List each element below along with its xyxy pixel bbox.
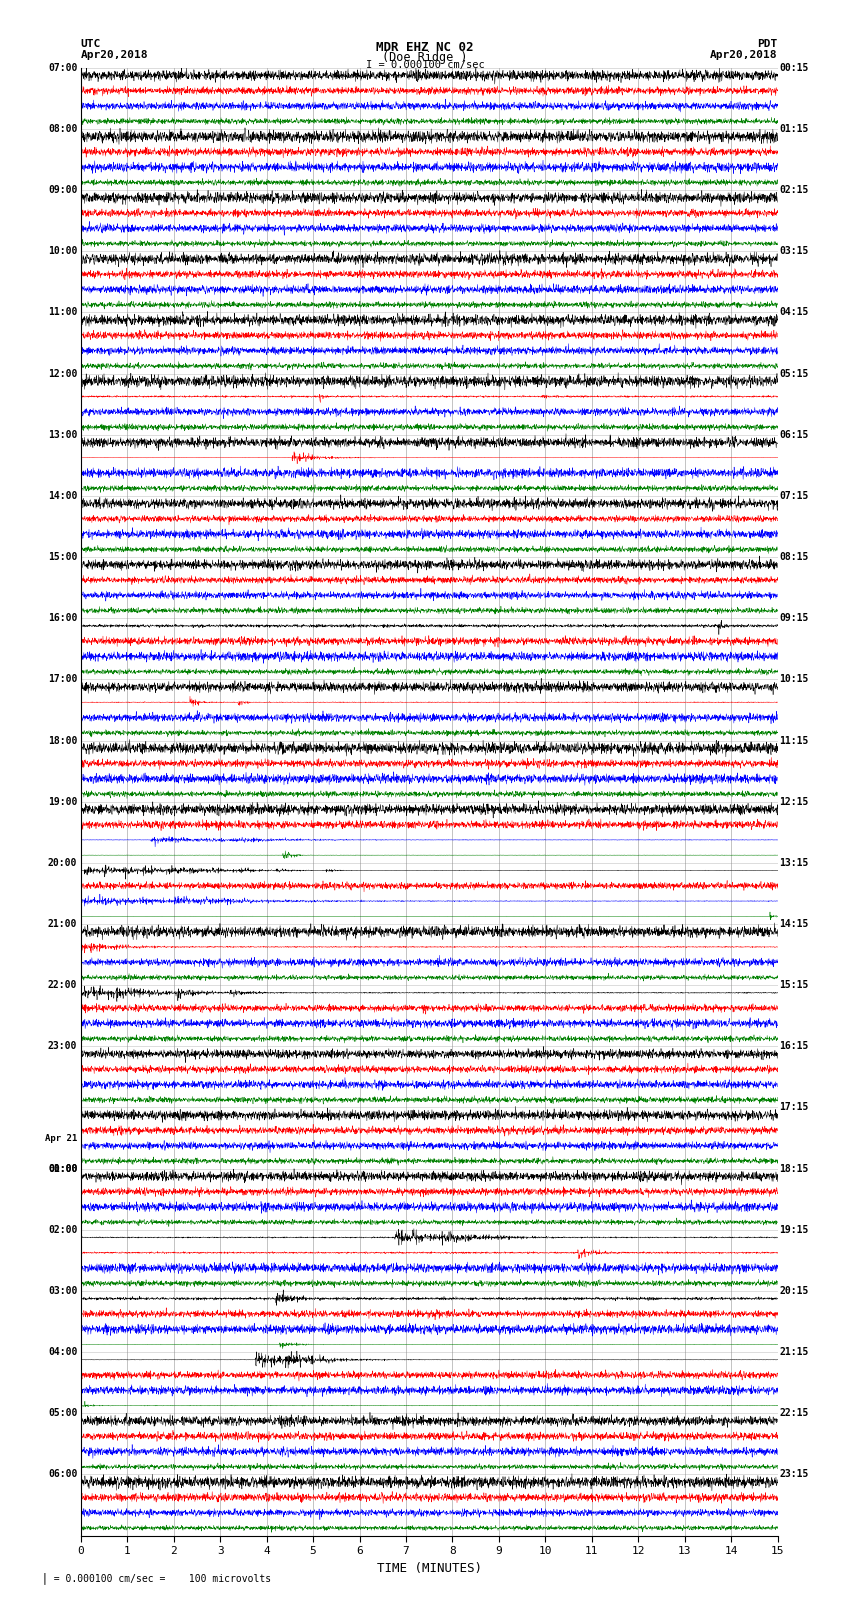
Text: 22:00: 22:00 xyxy=(48,981,77,990)
Text: 05:00: 05:00 xyxy=(48,1408,77,1418)
Text: 07:15: 07:15 xyxy=(779,490,808,502)
Text: ⎮ = 0.000100 cm/sec =    100 microvolts: ⎮ = 0.000100 cm/sec = 100 microvolts xyxy=(42,1573,272,1584)
Text: PDT: PDT xyxy=(757,39,778,48)
Text: I = 0.000100 cm/sec: I = 0.000100 cm/sec xyxy=(366,60,484,71)
Text: (Doe Ridge ): (Doe Ridge ) xyxy=(382,50,468,65)
Text: MDR EHZ NC 02: MDR EHZ NC 02 xyxy=(377,40,473,55)
Text: 01:00: 01:00 xyxy=(48,1163,77,1174)
Text: 05:15: 05:15 xyxy=(779,368,808,379)
Text: 03:15: 03:15 xyxy=(779,247,808,256)
Text: 00:00: 00:00 xyxy=(48,1163,77,1174)
Text: 11:15: 11:15 xyxy=(779,736,808,745)
Text: 00:15: 00:15 xyxy=(779,63,808,73)
Text: 12:15: 12:15 xyxy=(779,797,808,806)
Text: 02:15: 02:15 xyxy=(779,185,808,195)
Text: 10:15: 10:15 xyxy=(779,674,808,684)
Text: 08:15: 08:15 xyxy=(779,552,808,561)
Text: Apr20,2018: Apr20,2018 xyxy=(81,50,148,60)
Text: 07:00: 07:00 xyxy=(48,63,77,73)
Text: 15:15: 15:15 xyxy=(779,981,808,990)
Text: 10:00: 10:00 xyxy=(48,247,77,256)
Text: 02:00: 02:00 xyxy=(48,1224,77,1236)
X-axis label: TIME (MINUTES): TIME (MINUTES) xyxy=(377,1561,482,1574)
Text: 12:00: 12:00 xyxy=(48,368,77,379)
Text: 14:15: 14:15 xyxy=(779,919,808,929)
Text: 13:15: 13:15 xyxy=(779,858,808,868)
Text: 03:00: 03:00 xyxy=(48,1286,77,1295)
Text: 15:00: 15:00 xyxy=(48,552,77,561)
Text: 06:00: 06:00 xyxy=(48,1469,77,1479)
Text: 18:00: 18:00 xyxy=(48,736,77,745)
Text: 13:00: 13:00 xyxy=(48,429,77,440)
Text: 08:00: 08:00 xyxy=(48,124,77,134)
Text: 01:15: 01:15 xyxy=(779,124,808,134)
Text: 18:15: 18:15 xyxy=(779,1163,808,1174)
Text: 19:15: 19:15 xyxy=(779,1224,808,1236)
Text: 20:00: 20:00 xyxy=(48,858,77,868)
Text: 17:00: 17:00 xyxy=(48,674,77,684)
Text: UTC: UTC xyxy=(81,39,101,48)
Text: 06:15: 06:15 xyxy=(779,429,808,440)
Text: 16:00: 16:00 xyxy=(48,613,77,623)
Text: 11:00: 11:00 xyxy=(48,308,77,318)
Text: 09:00: 09:00 xyxy=(48,185,77,195)
Text: 16:15: 16:15 xyxy=(779,1042,808,1052)
Text: 23:00: 23:00 xyxy=(48,1042,77,1052)
Text: 19:00: 19:00 xyxy=(48,797,77,806)
Text: 04:15: 04:15 xyxy=(779,308,808,318)
Text: 20:15: 20:15 xyxy=(779,1286,808,1295)
Text: 21:15: 21:15 xyxy=(779,1347,808,1357)
Text: 17:15: 17:15 xyxy=(779,1102,808,1113)
Text: Apr 21: Apr 21 xyxy=(45,1134,77,1142)
Text: 22:15: 22:15 xyxy=(779,1408,808,1418)
Text: 14:00: 14:00 xyxy=(48,490,77,502)
Text: Apr20,2018: Apr20,2018 xyxy=(711,50,778,60)
Text: 23:15: 23:15 xyxy=(779,1469,808,1479)
Text: 04:00: 04:00 xyxy=(48,1347,77,1357)
Text: 09:15: 09:15 xyxy=(779,613,808,623)
Text: 21:00: 21:00 xyxy=(48,919,77,929)
